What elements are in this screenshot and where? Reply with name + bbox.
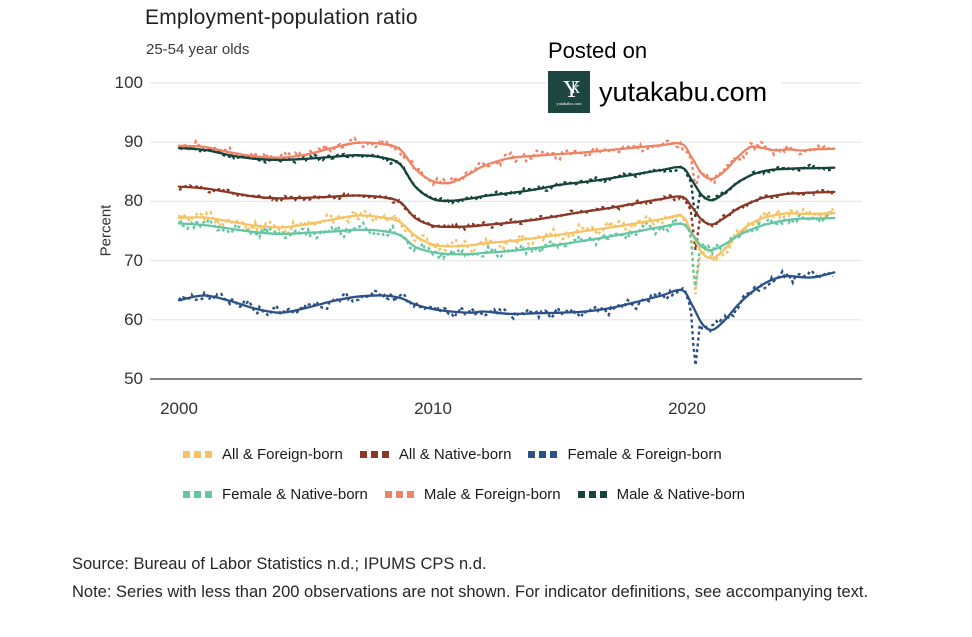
watermark-posted-on-text: Posted on <box>548 38 648 63</box>
source-text: Source: Bureau of Labor Statistics n.d.;… <box>72 555 487 573</box>
monthly-dashed-series-0 <box>177 205 835 295</box>
chart-canvas-wrap <box>150 82 862 380</box>
trend-line-series-5 <box>177 146 836 203</box>
chart-footer: Source: Bureau of Labor Statistics n.d.;… <box>72 551 872 606</box>
y-tick-label: 90 <box>124 132 143 152</box>
watermark: Posted on Yk yutakabu.com yutakabu.com <box>546 36 782 119</box>
y-tick-label: 50 <box>124 369 143 388</box>
note-text: Note: Series with less than 200 observat… <box>72 582 869 601</box>
legend-label: All & Native-born <box>398 446 512 463</box>
chart-legend: All & Foreign-born All & Native-born Femal… <box>183 446 883 526</box>
y-tick-label: 60 <box>124 309 143 329</box>
trend-line-series-2 <box>177 271 836 332</box>
legend-dash-swatch-icon <box>384 491 414 498</box>
trend-line-series-1 <box>177 185 836 229</box>
legend-dash-swatch-icon <box>528 451 558 458</box>
x-tick-label: 2000 <box>160 399 198 418</box>
trend-line-series-0 <box>177 212 836 260</box>
legend-row: Female & Native-born Male & Foreign-born M… <box>183 486 883 503</box>
legend-dash-swatch-icon <box>359 451 389 458</box>
x-tick-label: 2010 <box>414 399 452 418</box>
x-tick-label: 2020 <box>668 399 706 418</box>
trend-line-series-3 <box>177 216 836 256</box>
chart-canvas <box>150 82 862 380</box>
monthly-dashed-series-2 <box>178 268 834 366</box>
legend-label: Female & Native-born <box>222 486 368 503</box>
y-tick-label: 70 <box>124 250 143 270</box>
legend-row: All & Foreign-born All & Native-born Femal… <box>183 446 883 463</box>
logo-monogram: Yk <box>562 77 581 103</box>
legend-item: All & Foreign-born <box>183 446 343 463</box>
logo-caption: yutakabu.com <box>556 101 582 106</box>
monthly-dashed-series-5 <box>178 144 834 218</box>
legend-label: Male & Foreign-born <box>423 486 561 503</box>
chart-title: Employment-population ratio <box>145 6 418 29</box>
legend-item: Male & Foreign-born <box>384 486 561 503</box>
y-tick-label: 80 <box>124 191 143 211</box>
trend-line-series-4 <box>177 141 836 185</box>
y-tick-label: 100 <box>114 73 143 92</box>
monthly-dashed-series-4 <box>178 136 834 188</box>
legend-item: Female & Native-born <box>183 486 368 503</box>
legend-label: All & Foreign-born <box>222 446 343 463</box>
legend-dash-swatch-icon <box>577 491 607 498</box>
chart-subtitle: 25-54 year olds <box>146 41 250 58</box>
legend-item: Male & Native-born <box>577 486 746 503</box>
legend-label: Male & Native-born <box>616 486 746 503</box>
legend-label: Female & Foreign-born <box>567 446 722 463</box>
watermark-site-text: yutakabu.com <box>599 76 768 107</box>
legend-item: All & Native-born <box>359 446 512 463</box>
legend-dash-swatch-icon <box>183 451 212 458</box>
yutakabu-logo: Yk yutakabu.com <box>548 71 590 113</box>
legend-item: Female & Foreign-born <box>528 446 722 463</box>
legend-dash-swatch-icon <box>183 491 212 498</box>
